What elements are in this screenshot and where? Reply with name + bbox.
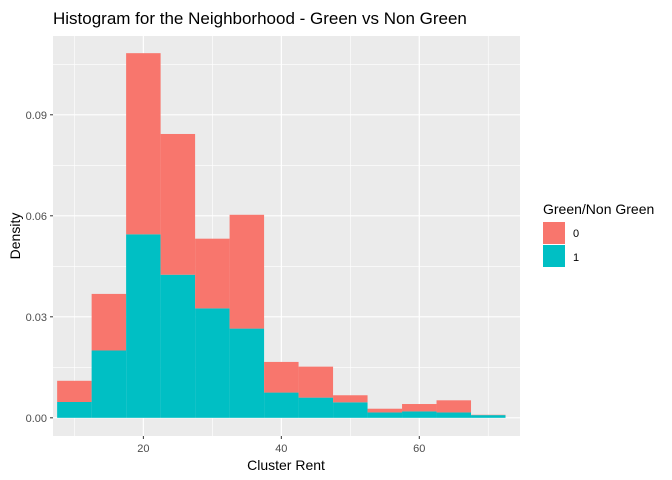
- bar-series-0: [402, 404, 437, 412]
- y-tick-label: 0.03: [26, 312, 47, 324]
- x-tick-label: 40: [275, 443, 287, 455]
- bar-series-0: [436, 400, 472, 413]
- bar-series-0: [91, 293, 127, 351]
- legend-label-1: 1: [573, 252, 579, 264]
- y-tick-label: 0.06: [26, 211, 47, 223]
- bar-series-0: [229, 214, 265, 329]
- bar-series-1: [229, 328, 265, 418]
- bar-series-1: [91, 350, 127, 418]
- x-tick-label: 60: [413, 443, 425, 455]
- bar-series-1: [367, 412, 403, 418]
- bar-series-1: [57, 401, 92, 418]
- bar-series-1: [195, 308, 230, 418]
- bar-series-0: [264, 361, 299, 393]
- bar-series-1: [471, 415, 506, 418]
- bar-series-1: [298, 397, 334, 418]
- legend-title: Green/Non Green: [543, 201, 654, 217]
- bar-series-1: [402, 411, 437, 418]
- y-tick-label: 0.09: [26, 110, 47, 122]
- bar-series-0: [298, 366, 334, 398]
- bar-series-0: [195, 238, 230, 309]
- bar-series-0: [160, 133, 196, 275]
- chart-title: Histogram for the Neighborhood - Green v…: [53, 9, 467, 28]
- x-axis-title: Cluster Rent: [247, 457, 325, 473]
- x-tick-label: 20: [137, 443, 149, 455]
- x-axis: 20 40 60: [137, 436, 425, 455]
- y-axis-title: Density: [7, 213, 23, 260]
- legend-key-0: [543, 222, 565, 244]
- legend: Green/Non Green 0 1: [543, 201, 654, 267]
- histogram-bars: [57, 53, 506, 418]
- bar-series-1: [160, 274, 196, 418]
- bar-series-1: [126, 234, 161, 418]
- legend-label-0: 0: [573, 228, 579, 240]
- bar-series-1: [436, 412, 472, 418]
- bar-series-0: [367, 408, 403, 413]
- bar-series-1: [264, 392, 299, 418]
- bar-series-1: [333, 402, 368, 418]
- bar-series-0: [57, 380, 92, 402]
- legend-key-1: [543, 245, 565, 267]
- bar-series-0: [126, 53, 161, 235]
- y-axis: 0.00 0.03 0.06 0.09: [26, 110, 53, 425]
- bar-series-0: [333, 395, 368, 403]
- y-tick-label: 0.00: [26, 413, 47, 425]
